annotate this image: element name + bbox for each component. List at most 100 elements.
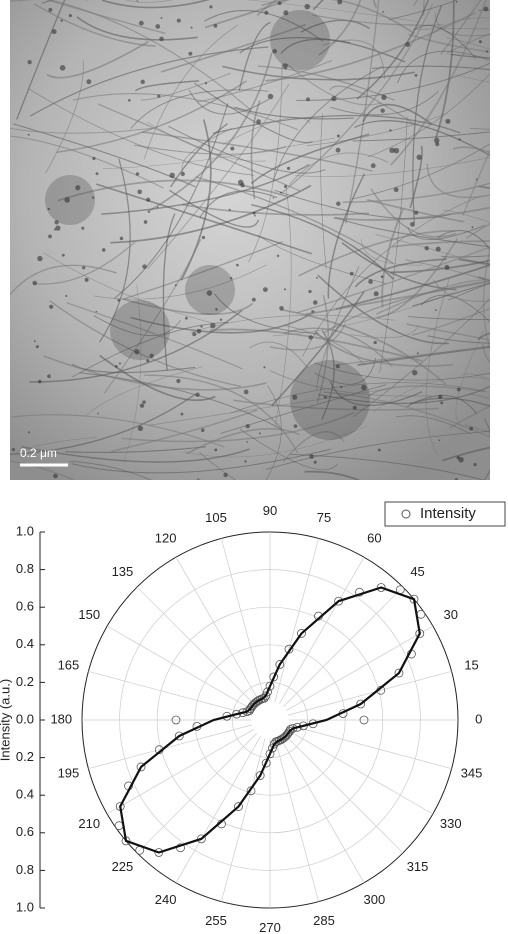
particle <box>458 138 461 141</box>
particle <box>201 235 206 240</box>
particle <box>215 307 218 311</box>
particle <box>61 253 65 257</box>
fiber <box>10 96 11 97</box>
fiber <box>321 330 335 420</box>
particle <box>293 424 298 428</box>
particle <box>433 137 440 144</box>
data-point <box>356 699 366 709</box>
fiber <box>283 324 366 366</box>
particle <box>84 277 89 282</box>
particle <box>272 48 277 54</box>
fiber <box>29 46 269 117</box>
fiber <box>33 3 156 47</box>
r-tick-label: 0.2 <box>16 749 34 764</box>
fiber <box>110 184 312 244</box>
particle <box>51 29 57 35</box>
data-point <box>265 681 275 691</box>
fiber <box>93 315 182 337</box>
fiber <box>452 146 490 154</box>
particle <box>438 439 441 442</box>
fiber <box>329 85 415 125</box>
r-tick-label: 1.0 <box>16 523 34 538</box>
particle <box>262 287 268 293</box>
fiber <box>125 0 174 3</box>
fiber <box>181 127 232 175</box>
fiber <box>220 384 387 434</box>
fiber <box>230 382 486 414</box>
data-point <box>265 749 275 759</box>
particle <box>246 441 248 443</box>
particle <box>223 472 228 478</box>
fiber <box>280 308 447 386</box>
particle <box>277 1 282 6</box>
particle <box>475 178 478 181</box>
particle <box>147 210 151 213</box>
particle <box>389 129 392 132</box>
fiber <box>294 156 490 177</box>
data-point <box>245 706 254 715</box>
particle <box>336 201 341 206</box>
fiber <box>333 206 490 221</box>
particle <box>454 478 458 480</box>
fiber <box>203 10 324 42</box>
fiber <box>10 393 196 455</box>
angle-label: 105 <box>205 510 227 525</box>
particle <box>200 428 205 432</box>
fiber <box>247 0 420 23</box>
particle <box>97 412 100 415</box>
data-point <box>234 802 243 811</box>
particle <box>245 424 250 429</box>
fiber <box>21 445 250 463</box>
particle <box>438 394 443 399</box>
fiber <box>71 448 331 474</box>
angle-label: 315 <box>407 859 429 874</box>
fiber <box>10 437 97 457</box>
fiber <box>409 145 423 208</box>
legend-box <box>384 501 506 527</box>
particle <box>312 300 318 305</box>
fiber <box>56 80 247 153</box>
fiber <box>395 415 472 435</box>
particle <box>159 36 164 42</box>
angle-label: 30 <box>443 607 457 622</box>
data-point <box>255 771 265 780</box>
r-tick-label: 0.0 <box>16 711 34 726</box>
fiber <box>29 309 243 383</box>
particle <box>416 154 422 160</box>
fiber <box>497 166 508 184</box>
fiber <box>305 280 490 316</box>
particle <box>264 10 269 15</box>
particle <box>140 79 145 85</box>
fiber <box>11 414 225 448</box>
fiber <box>103 238 202 394</box>
particle <box>283 184 287 188</box>
particle <box>101 248 106 252</box>
particle <box>184 316 188 320</box>
fiber <box>448 405 490 429</box>
particle <box>82 266 86 270</box>
fiber <box>406 323 490 341</box>
particle <box>210 322 216 329</box>
particle <box>414 74 418 77</box>
grid-spoke <box>107 625 254 711</box>
grid-spoke <box>274 538 319 702</box>
fiber <box>483 418 490 480</box>
fiber <box>388 0 459 21</box>
fiber <box>188 90 270 115</box>
fiber <box>495 0 508 223</box>
fiber <box>304 470 361 480</box>
particle <box>68 14 72 18</box>
particle <box>485 50 489 53</box>
grid-spoke <box>288 671 452 716</box>
fiber <box>249 341 309 369</box>
grid-spoke <box>175 736 261 883</box>
particle <box>416 352 419 355</box>
scale-bar-label: 0.2 μm <box>20 446 57 460</box>
fiber <box>408 33 490 53</box>
fiber <box>390 0 487 166</box>
particle <box>135 172 140 176</box>
particle <box>75 185 81 191</box>
particle <box>142 400 146 404</box>
fiber <box>257 234 387 284</box>
